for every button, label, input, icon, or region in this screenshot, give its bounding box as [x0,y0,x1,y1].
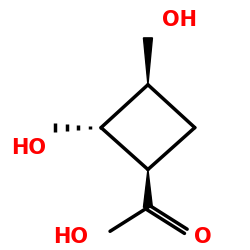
Text: OH: OH [162,10,197,30]
Text: HO: HO [11,138,46,158]
Text: HO: HO [53,227,88,247]
Text: O: O [194,227,212,247]
Polygon shape [144,38,152,85]
Polygon shape [144,170,152,207]
